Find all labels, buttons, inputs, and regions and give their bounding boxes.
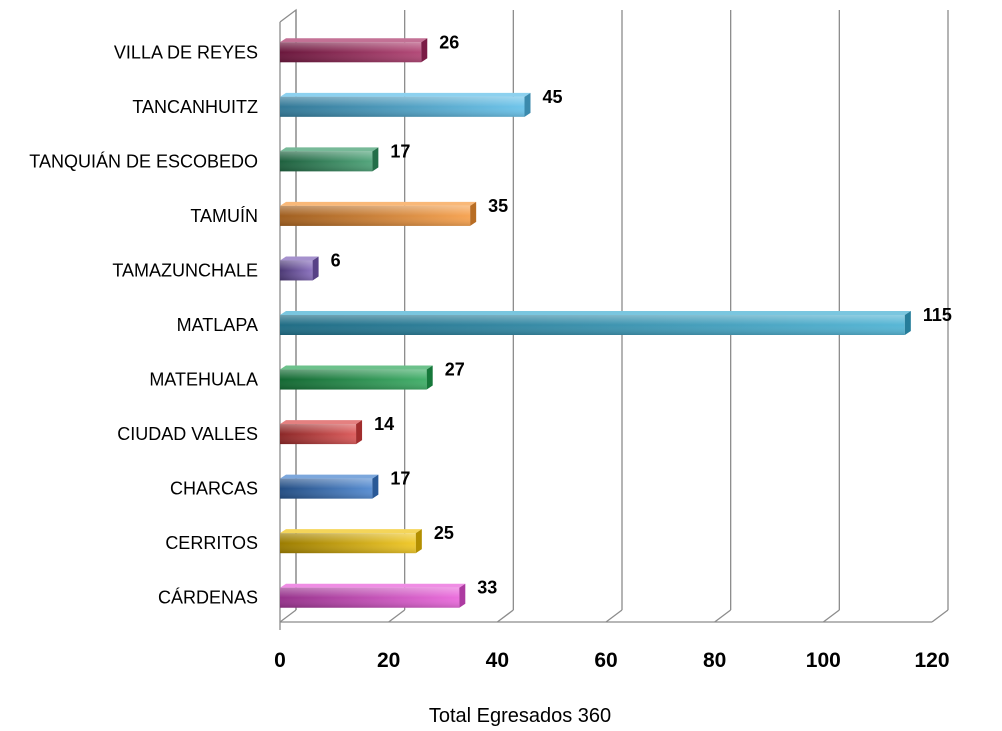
floor-gridline <box>605 609 623 623</box>
category-label: MATEHUALA <box>149 370 258 390</box>
category-label: MATLAPA <box>177 315 258 335</box>
bar-end-face <box>470 201 477 226</box>
category-label: TANCANHUITZ <box>132 97 258 117</box>
category-label: VILLA DE REYES <box>114 42 258 62</box>
bar-shine <box>280 587 460 608</box>
bar-shine <box>280 315 905 335</box>
bar <box>280 201 477 226</box>
value-label: 35 <box>488 196 508 216</box>
bar-top-face <box>280 92 531 97</box>
bar-end-face <box>415 529 422 554</box>
bar-top-face <box>280 38 428 43</box>
value-label: 27 <box>445 360 465 380</box>
bar-shine <box>280 260 313 281</box>
floor-gridline <box>279 609 297 623</box>
floor-gridline <box>388 609 406 623</box>
x-tick-label: 40 <box>486 649 509 672</box>
value-label: 33 <box>477 578 497 598</box>
left-wall-edge <box>279 8 297 610</box>
bar-top-face <box>280 529 422 534</box>
bar <box>280 256 319 281</box>
bar-top-face <box>280 311 911 315</box>
x-tick-label: 0 <box>274 649 286 672</box>
floor-gridline <box>496 609 514 623</box>
bar <box>280 365 433 390</box>
floor-gridline <box>822 609 840 623</box>
labels: 0 20 40 60 80 100 120 VILLA DE REYES 26 TANCANHUI… <box>29 32 952 672</box>
bar <box>280 529 422 554</box>
bar-shine <box>280 533 416 554</box>
x-tick-label: 100 <box>806 649 841 672</box>
bar-end-face <box>904 311 911 335</box>
x-tick-label: 80 <box>703 649 726 672</box>
bar-end-face <box>421 38 428 63</box>
bar-end-face <box>372 147 379 172</box>
x-axis-title: Total Egresados 360 <box>429 705 611 726</box>
bar-top-face <box>280 365 433 370</box>
bar-top-face <box>280 147 379 152</box>
floor-gridline <box>931 609 949 623</box>
value-label: 6 <box>331 250 341 270</box>
category-label: CIUDAD VALLES <box>117 424 258 444</box>
bar-end-face <box>356 420 363 445</box>
category-label: TAMAZUNCHALE <box>112 260 258 280</box>
category-label: TAMUÍN <box>190 206 258 226</box>
bar-end-face <box>372 474 379 499</box>
value-label: 45 <box>543 87 563 107</box>
value-label: 25 <box>434 523 454 543</box>
value-label: 26 <box>439 32 459 52</box>
bar-shine <box>280 369 427 390</box>
bar-end-face <box>459 583 466 608</box>
value-label: 17 <box>390 469 410 489</box>
bar-end-face <box>426 365 433 390</box>
category-label: CERRITOS <box>165 533 258 553</box>
bar-top-face <box>280 256 319 261</box>
bar-shine <box>280 96 525 117</box>
bar-shine <box>280 151 373 172</box>
x-tick-label: 20 <box>377 649 400 672</box>
bar-end-face <box>524 92 531 117</box>
value-label: 14 <box>374 414 394 434</box>
category-label: CHARCAS <box>170 479 258 499</box>
bar <box>280 474 379 499</box>
bar <box>280 583 466 608</box>
bar-shine <box>280 424 357 445</box>
bar-top-face <box>280 201 477 206</box>
bar <box>280 311 911 335</box>
x-tick-label: 120 <box>914 649 949 672</box>
bar-shine <box>280 205 471 226</box>
bar-end-face <box>312 256 319 281</box>
value-label: 17 <box>390 141 410 161</box>
bar-shine <box>280 478 373 499</box>
bar <box>280 147 379 172</box>
value-label: 115 <box>923 305 952 325</box>
category-label: CÁRDENAS <box>158 588 258 608</box>
bar-top-face <box>280 474 379 479</box>
floor-gridline <box>714 609 732 623</box>
category-label: TANQUIÁN DE ESCOBEDO <box>29 151 258 171</box>
x-tick-label: 60 <box>594 649 617 672</box>
bar <box>280 92 531 117</box>
bar <box>280 38 428 63</box>
bar-top-face <box>280 420 363 425</box>
bar <box>280 420 363 445</box>
bar-shine <box>280 42 422 63</box>
bars <box>280 38 911 608</box>
bar-top-face <box>280 583 466 588</box>
